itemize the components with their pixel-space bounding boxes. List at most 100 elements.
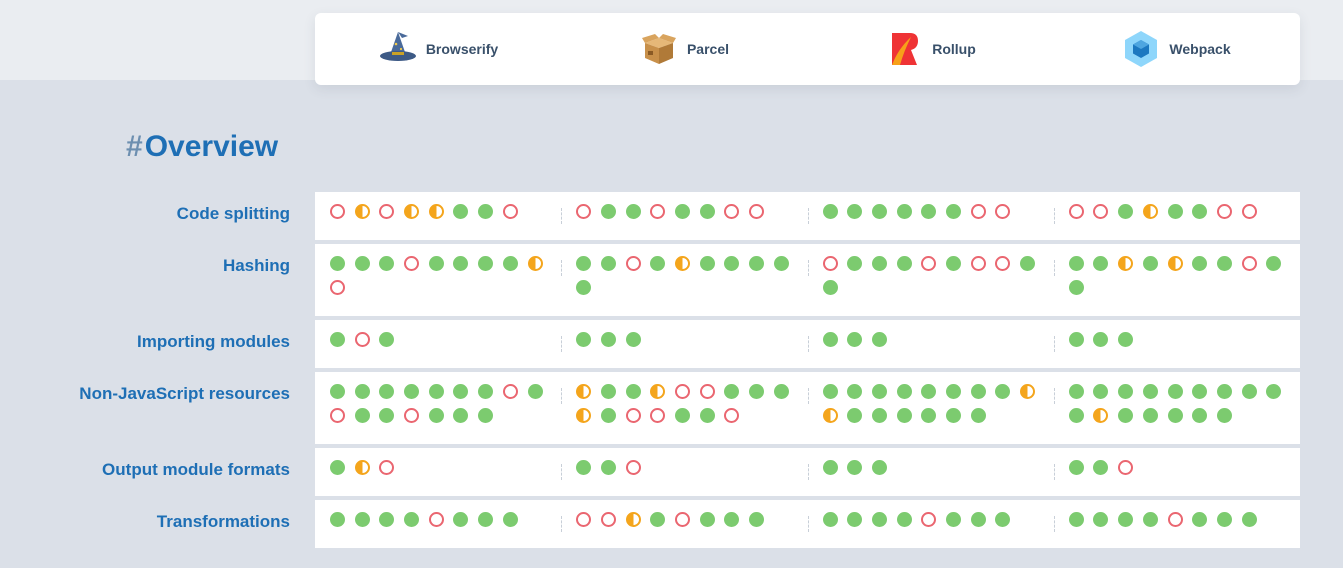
status-dot-full[interactable]: [1167, 384, 1183, 399]
status-dot-full[interactable]: [379, 332, 395, 347]
status-dot-full[interactable]: [625, 384, 641, 399]
status-dot-full[interactable]: [354, 256, 370, 271]
status-dot-partial[interactable]: [822, 408, 838, 423]
status-dot-full[interactable]: [847, 460, 863, 475]
anchor-hash[interactable]: #: [126, 130, 143, 163]
status-dot-partial[interactable]: [404, 204, 420, 219]
status-dot-full[interactable]: [453, 512, 469, 527]
status-dot-full[interactable]: [822, 512, 838, 527]
status-dot-full[interactable]: [1068, 460, 1084, 475]
status-dot-full[interactable]: [502, 256, 518, 271]
status-dot-full[interactable]: [847, 384, 863, 399]
status-dot-full[interactable]: [527, 384, 543, 399]
status-dot-full[interactable]: [1192, 512, 1208, 527]
status-dot-full[interactable]: [1068, 408, 1084, 423]
status-dot-full[interactable]: [625, 204, 641, 219]
status-dot-full[interactable]: [478, 384, 494, 399]
status-dot-none[interactable]: [600, 512, 616, 527]
status-dot-full[interactable]: [945, 512, 961, 527]
status-dot-full[interactable]: [330, 384, 345, 399]
status-dot-full[interactable]: [822, 460, 838, 475]
status-dot-full[interactable]: [1118, 384, 1134, 399]
status-dot-full[interactable]: [822, 384, 838, 399]
status-dot-full[interactable]: [970, 408, 986, 423]
status-dot-full[interactable]: [995, 512, 1011, 527]
status-dot-full[interactable]: [896, 384, 912, 399]
status-dot-none[interactable]: [404, 408, 420, 423]
status-dot-full[interactable]: [970, 512, 986, 527]
status-dot-partial[interactable]: [1142, 204, 1158, 219]
status-dot-none[interactable]: [970, 256, 986, 271]
status-dot-full[interactable]: [724, 512, 740, 527]
status-dot-full[interactable]: [1142, 384, 1158, 399]
status-dot-none[interactable]: [995, 204, 1011, 219]
status-dot-full[interactable]: [724, 256, 740, 271]
status-dot-none[interactable]: [724, 204, 740, 219]
status-dot-full[interactable]: [896, 204, 912, 219]
status-dot-full[interactable]: [1216, 384, 1232, 399]
status-dot-full[interactable]: [921, 408, 937, 423]
feature-label[interactable]: Importing modules: [137, 332, 290, 351]
status-dot-full[interactable]: [1118, 512, 1134, 527]
status-dot-full[interactable]: [1167, 204, 1183, 219]
tool-browserify[interactable]: Browserify: [315, 13, 561, 85]
status-dot-full[interactable]: [921, 384, 937, 399]
feature-label[interactable]: Non-JavaScript resources: [79, 384, 290, 403]
status-dot-full[interactable]: [1266, 384, 1282, 399]
status-dot-full[interactable]: [1068, 256, 1084, 271]
status-dot-full[interactable]: [847, 256, 863, 271]
status-dot-full[interactable]: [773, 384, 789, 399]
status-dot-full[interactable]: [379, 512, 395, 527]
status-dot-full[interactable]: [896, 408, 912, 423]
status-dot-none[interactable]: [1093, 204, 1109, 219]
status-dot-full[interactable]: [428, 384, 444, 399]
status-dot-full[interactable]: [1093, 460, 1109, 475]
status-dot-full[interactable]: [1216, 512, 1232, 527]
status-dot-full[interactable]: [453, 408, 469, 423]
status-dot-partial[interactable]: [354, 204, 370, 219]
status-dot-full[interactable]: [921, 204, 937, 219]
tool-parcel[interactable]: Parcel: [561, 13, 807, 85]
status-dot-none[interactable]: [576, 204, 592, 219]
status-dot-partial[interactable]: [675, 256, 690, 271]
status-dot-full[interactable]: [1216, 256, 1232, 271]
status-dot-full[interactable]: [945, 408, 961, 423]
status-dot-partial[interactable]: [576, 408, 592, 423]
status-dot-none[interactable]: [675, 512, 690, 527]
status-dot-none[interactable]: [1241, 256, 1257, 271]
status-dot-full[interactable]: [404, 384, 420, 399]
tool-webpack[interactable]: Webpack: [1053, 13, 1299, 85]
status-dot-none[interactable]: [1241, 204, 1257, 219]
status-dot-none[interactable]: [650, 204, 666, 219]
status-dot-full[interactable]: [379, 256, 395, 271]
status-dot-full[interactable]: [699, 204, 715, 219]
status-dot-full[interactable]: [625, 332, 641, 347]
status-dot-full[interactable]: [650, 512, 666, 527]
status-dot-full[interactable]: [1068, 384, 1084, 399]
status-dot-full[interactable]: [354, 512, 370, 527]
status-dot-full[interactable]: [1118, 408, 1134, 423]
status-dot-full[interactable]: [1192, 384, 1208, 399]
status-dot-partial[interactable]: [650, 384, 666, 399]
status-dot-partial[interactable]: [625, 512, 641, 527]
status-dot-none[interactable]: [650, 408, 666, 423]
status-dot-full[interactable]: [847, 204, 863, 219]
status-dot-full[interactable]: [1142, 408, 1158, 423]
status-dot-full[interactable]: [1192, 408, 1208, 423]
status-dot-full[interactable]: [404, 512, 420, 527]
status-dot-full[interactable]: [1266, 256, 1282, 271]
status-dot-full[interactable]: [576, 460, 592, 475]
status-dot-full[interactable]: [330, 256, 345, 271]
status-dot-full[interactable]: [600, 256, 616, 271]
status-dot-full[interactable]: [1093, 512, 1109, 527]
status-dot-full[interactable]: [478, 408, 494, 423]
status-dot-full[interactable]: [1020, 256, 1035, 271]
status-dot-full[interactable]: [847, 408, 863, 423]
status-dot-none[interactable]: [576, 512, 592, 527]
status-dot-full[interactable]: [1093, 256, 1109, 271]
status-dot-full[interactable]: [749, 384, 765, 399]
status-dot-full[interactable]: [871, 256, 887, 271]
status-dot-full[interactable]: [650, 256, 666, 271]
status-dot-full[interactable]: [478, 204, 494, 219]
status-dot-full[interactable]: [330, 460, 345, 475]
